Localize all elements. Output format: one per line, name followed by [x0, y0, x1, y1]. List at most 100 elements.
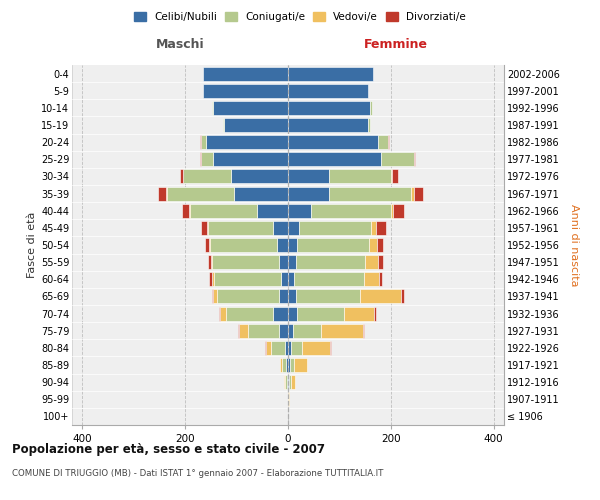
Bar — [248, 324, 279, 338]
Bar — [414, 186, 423, 200]
Bar — [330, 341, 331, 355]
Bar — [294, 272, 364, 286]
Bar — [281, 272, 288, 286]
Bar — [226, 306, 272, 320]
Bar — [180, 170, 182, 183]
Bar — [288, 255, 296, 269]
Bar — [217, 290, 279, 304]
Bar — [376, 221, 386, 235]
Bar — [223, 118, 224, 132]
Bar — [205, 238, 209, 252]
Bar — [392, 170, 398, 183]
Bar — [288, 118, 368, 132]
Bar — [290, 358, 293, 372]
Bar — [401, 290, 404, 304]
Bar — [239, 324, 248, 338]
Bar — [286, 375, 287, 389]
Text: Popolazione per età, sesso e stato civile - 2007: Popolazione per età, sesso e stato civil… — [12, 442, 325, 456]
Bar — [206, 135, 288, 149]
Bar — [288, 101, 370, 115]
Y-axis label: Fasce di età: Fasce di età — [26, 212, 37, 278]
Bar — [288, 135, 378, 149]
Bar — [288, 66, 373, 80]
Bar — [374, 306, 376, 320]
Bar — [266, 341, 271, 355]
Bar — [284, 375, 286, 389]
Bar — [271, 341, 286, 355]
Bar — [189, 204, 190, 218]
Bar — [238, 324, 239, 338]
Text: Femmine: Femmine — [364, 38, 428, 51]
Bar — [214, 101, 288, 115]
Bar — [293, 324, 322, 338]
Bar — [201, 221, 207, 235]
Bar — [211, 255, 212, 269]
Bar — [302, 341, 330, 355]
Bar — [380, 152, 414, 166]
Bar — [288, 204, 311, 218]
Legend: Celibi/Nubili, Coniugati/e, Vedovi/e, Divorziati/e: Celibi/Nubili, Coniugati/e, Vedovi/e, Di… — [130, 8, 470, 26]
Bar — [286, 341, 288, 355]
Bar — [296, 255, 365, 269]
Bar — [288, 358, 290, 372]
Bar — [365, 255, 378, 269]
Bar — [212, 255, 279, 269]
Bar — [362, 324, 364, 338]
Bar — [288, 306, 297, 320]
Bar — [277, 238, 288, 252]
Text: Maschi: Maschi — [155, 38, 205, 51]
Bar — [219, 306, 220, 320]
Bar — [288, 324, 293, 338]
Bar — [234, 186, 288, 200]
Bar — [412, 186, 414, 200]
Bar — [391, 170, 392, 183]
Bar — [322, 324, 362, 338]
Bar — [208, 221, 272, 235]
Bar — [182, 170, 232, 183]
Bar — [414, 152, 415, 166]
Bar — [272, 221, 288, 235]
Bar — [288, 152, 380, 166]
Bar — [166, 186, 167, 200]
Bar — [371, 221, 376, 235]
Bar — [190, 204, 257, 218]
Bar — [286, 358, 288, 372]
Bar — [297, 306, 344, 320]
Bar — [288, 375, 289, 389]
Bar — [391, 204, 394, 218]
Bar — [288, 221, 299, 235]
Bar — [200, 135, 206, 149]
Bar — [209, 272, 212, 286]
Bar — [272, 306, 288, 320]
Bar — [290, 341, 302, 355]
Bar — [232, 170, 288, 183]
Bar — [182, 204, 189, 218]
Bar — [288, 170, 329, 183]
Bar — [379, 272, 382, 286]
Bar — [283, 358, 286, 372]
Bar — [296, 290, 360, 304]
Bar — [329, 186, 412, 200]
Text: COMUNE DI TRIUGGIO (MB) - Dati ISTAT 1° gennaio 2007 - Elaborazione TUTTITALIA.I: COMUNE DI TRIUGGIO (MB) - Dati ISTAT 1° … — [12, 469, 383, 478]
Bar — [212, 101, 214, 115]
Bar — [369, 238, 377, 252]
Bar — [288, 84, 368, 98]
Bar — [200, 152, 214, 166]
Bar — [220, 306, 226, 320]
Bar — [203, 66, 288, 80]
Bar — [288, 392, 289, 406]
Bar — [388, 135, 389, 149]
Bar — [364, 272, 379, 286]
Bar — [370, 101, 372, 115]
Y-axis label: Anni di nascita: Anni di nascita — [569, 204, 579, 286]
Bar — [288, 186, 329, 200]
Bar — [288, 272, 294, 286]
Bar — [212, 290, 213, 304]
Bar — [208, 255, 211, 269]
Bar — [290, 375, 295, 389]
Bar — [368, 118, 370, 132]
Bar — [297, 238, 369, 252]
Bar — [210, 238, 277, 252]
Bar — [224, 118, 288, 132]
Bar — [279, 324, 288, 338]
